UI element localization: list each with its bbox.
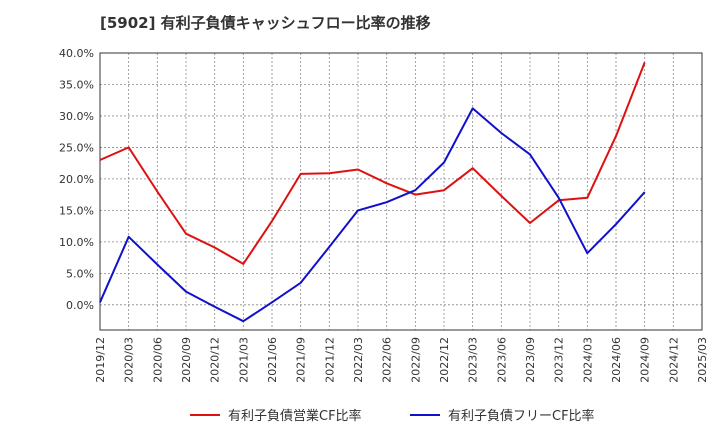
series-line-2 [99, 107, 646, 323]
x-tick-label: 2023/03 [467, 337, 480, 383]
y-tick-label: 30.0% [59, 110, 94, 123]
x-tick-label: 2023/12 [553, 337, 566, 383]
x-tick-label: 2023/06 [495, 337, 508, 383]
y-tick-label: 15.0% [59, 204, 94, 217]
x-tick-label: 2021/03 [237, 337, 250, 383]
legend-label-2: 有利子負債フリーCF比率 [448, 408, 595, 424]
y-axis: 0.0% 5.0% 10.0% 15.0% 20.0% 25.0% 30.0% 35.0% 40… [59, 47, 94, 312]
x-tick-label: 2021/09 [295, 337, 308, 383]
y-tick-label: 0.0% [66, 299, 94, 312]
series-line-1 [99, 62, 646, 265]
x-tick-label: 2021/06 [266, 337, 279, 383]
x-tick-label: 2024/09 [639, 337, 652, 383]
x-tick-label: 2020/12 [209, 337, 222, 383]
x-tick-label: 2022/06 [381, 337, 394, 383]
y-tick-label: 25.0% [59, 141, 94, 154]
x-tick-label: 2022/03 [352, 337, 365, 383]
y-tick-label: 20.0% [59, 173, 94, 186]
x-tick-label: 2025/03 [696, 337, 709, 383]
x-tick-label: 2020/09 [180, 337, 193, 383]
chart-title: [5902] 有利子負債キャッシュフロー比率の推移 [100, 14, 431, 32]
x-tick-label: 2020/06 [151, 337, 164, 383]
x-tick-label: 2022/12 [438, 337, 451, 383]
x-tick-label: 2024/12 [667, 337, 680, 383]
x-axis: 2019/12 2020/03 2020/06 2020/09 2020/12 2021/… [94, 337, 709, 383]
legend-label-1: 有利子負債営業CF比率 [228, 408, 362, 424]
x-tick-label: 2024/06 [610, 337, 623, 383]
x-tick-label: 2020/03 [123, 337, 136, 383]
x-tick-label: 2024/03 [581, 337, 594, 383]
y-tick-label: 5.0% [66, 267, 94, 280]
grid [100, 53, 702, 330]
y-tick-label: 40.0% [59, 47, 94, 60]
y-tick-label: 10.0% [59, 236, 94, 249]
y-tick-label: 35.0% [59, 78, 94, 91]
series-lines [99, 62, 646, 323]
x-tick-label: 2022/09 [409, 337, 422, 383]
legend: 有利子負債営業CF比率 有利子負債フリーCF比率 [190, 408, 595, 424]
x-tick-label: 2023/09 [524, 337, 537, 383]
x-tick-label: 2019/12 [94, 337, 107, 383]
x-tick-label: 2021/12 [323, 337, 336, 383]
plot-frame [99, 52, 703, 331]
